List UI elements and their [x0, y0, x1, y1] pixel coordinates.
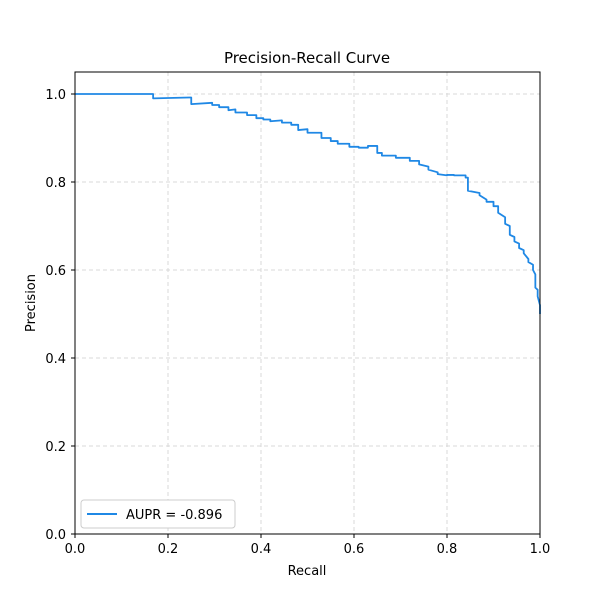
y-axis-ticks: 0.0 0.2 0.4 0.6 0.8 1.0 [45, 88, 75, 543]
legend-box [80, 499, 236, 529]
x-tick-label: 0.2 [158, 542, 179, 557]
y-axis-label: Precision [24, 274, 39, 332]
series-line [75, 93, 541, 314]
x-tick-label: 0.0 [65, 542, 86, 557]
x-tick-label: 0.6 [344, 542, 365, 557]
x-tick-label: 0.4 [251, 542, 272, 557]
legend: AUPR = -0.896 [80, 499, 236, 529]
series-layer [75, 93, 541, 314]
chart-title: Precision-Recall Curve [224, 49, 390, 67]
y-tick-label: 0.8 [45, 176, 66, 191]
y-tick-label: 0.2 [45, 440, 66, 455]
y-tick-label: 0.0 [45, 528, 66, 543]
plot-frame [74, 71, 541, 535]
y-tick-label: 0.6 [45, 264, 66, 279]
y-tick-label: 0.4 [45, 352, 66, 367]
x-tick-label: 1.0 [530, 542, 551, 557]
x-axis-ticks: 0.0 0.2 0.4 0.6 0.8 1.0 [65, 534, 551, 557]
grid-lines [74, 72, 541, 535]
x-tick-label: 0.8 [437, 542, 458, 557]
y-tick-label: 1.0 [45, 88, 66, 103]
x-axis-label: Recall [288, 564, 327, 579]
legend-label: AUPR = -0.896 [126, 508, 222, 523]
